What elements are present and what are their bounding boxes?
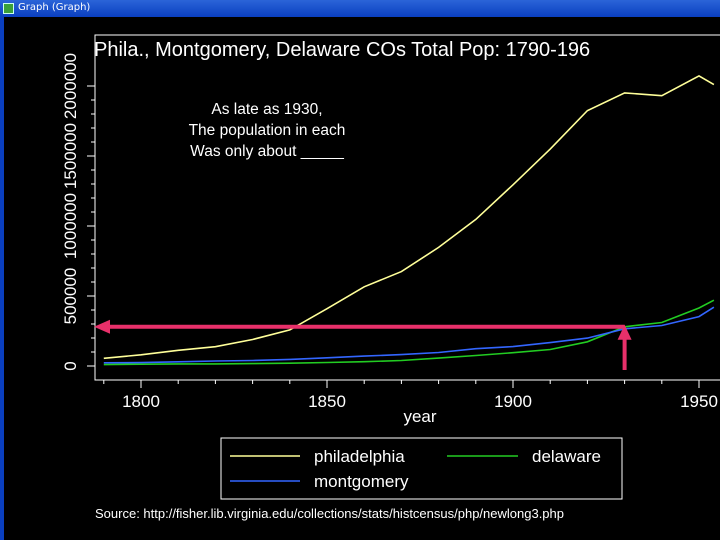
window-border [0,17,4,540]
x-axis-label: year [403,407,436,426]
legend-box [220,437,623,500]
series-line-delaware [103,299,715,366]
annotation: As late as 1930, The population in each Wa… [94,101,632,370]
source-note: Source: http://fisher.lib.virginia.edu/c… [95,506,564,521]
y-tick-label: 1000000 [61,193,80,259]
series-line-philadelphia [103,74,715,360]
legend-label-delaware: delaware [532,447,601,466]
y-axis: 0 500000 1000000 1500000 2000000 [61,53,95,371]
app-icon [3,3,14,14]
chart-area: Phila., Montgomery, Delaware COs Total P… [4,17,720,540]
y-tick-label: 1500000 [61,123,80,189]
chart-title: Phila., Montgomery, Delaware COs Total P… [94,39,590,61]
annotation-text: As late as 1930, [211,101,322,118]
plot-border [94,34,720,381]
x-axis: 1800 1850 1900 1950 [103,380,718,411]
legend: philadelphia delaware montgomery [220,437,623,500]
legend-label-montgomery: montgomery [314,472,409,491]
series-lines [103,74,715,366]
title-bar[interactable]: Graph (Graph) [0,0,720,17]
y-tick-label: 0 [61,361,80,370]
legend-label-philadelphia: philadelphia [314,447,405,466]
x-tick-label: 1850 [308,392,346,411]
series-line-montgomery [103,306,715,364]
annotation-text: The population in each [189,122,346,139]
plot-frame [94,34,720,381]
horizontal-arrowhead [94,319,110,334]
window-title: Graph (Graph) [18,2,91,13]
x-tick-label: 1900 [494,392,532,411]
x-tick-label: 1950 [680,392,718,411]
vertical-arrowhead [617,324,632,340]
y-tick-label: 2000000 [61,53,80,119]
population-chart: Phila., Montgomery, Delaware COs Total P… [61,34,720,521]
y-tick-label: 500000 [61,268,80,325]
x-tick-label: 1800 [122,392,160,411]
annotation-text: Was only about _____ [190,143,344,160]
